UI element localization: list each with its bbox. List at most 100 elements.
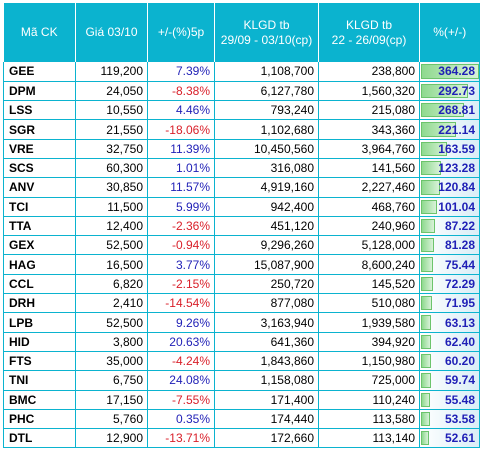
table-row: ANV 30,850 11.57% 4,919,160 2,227,460 120.84 bbox=[3, 177, 480, 198]
table-row: DTL 12,900 -13.71% 172,660 113,140 52.61 bbox=[3, 428, 480, 449]
change-cell: 1.01% bbox=[147, 157, 215, 178]
volume-current-cell: 15,087,900 bbox=[214, 254, 319, 275]
header-change: +/-(%)5p bbox=[147, 3, 215, 62]
change-cell: -4.24% bbox=[147, 350, 215, 371]
volume-current-cell: 174,440 bbox=[214, 408, 319, 429]
ticker-cell: DRH bbox=[3, 293, 76, 313]
ratio-cell: 55.48 bbox=[419, 389, 480, 410]
volume-current-cell: 451,120 bbox=[214, 215, 319, 236]
ratio-value: 120.84 bbox=[438, 180, 475, 195]
table-row: GEX 52,500 -0.94% 9,296,260 5,128,000 81.28 bbox=[3, 235, 480, 255]
volume-current-cell: 4,919,160 bbox=[214, 177, 319, 198]
change-cell: 20.63% bbox=[147, 331, 215, 352]
ticker-cell: ANV bbox=[3, 177, 76, 198]
table-row: SCS 60,300 1.01% 316,080 141,560 123.28 bbox=[3, 157, 480, 178]
ratio-bar bbox=[421, 373, 431, 388]
volume-previous-cell: 1,939,580 bbox=[318, 312, 420, 333]
change-cell: 5.99% bbox=[147, 196, 215, 217]
ratio-value: 81.28 bbox=[444, 238, 475, 253]
ratio-value: 59.74 bbox=[444, 373, 475, 388]
ratio-cell: 63.13 bbox=[419, 312, 480, 333]
table-row: FTS 35,000 -4.24% 1,843,860 1,150,980 60.20 bbox=[3, 350, 480, 371]
ratio-cell: 120.84 bbox=[419, 177, 480, 198]
ratio-background bbox=[420, 429, 479, 448]
ratio-cell: 292.73 bbox=[419, 80, 480, 101]
volume-current-cell: 172,660 bbox=[214, 428, 319, 449]
ratio-bar bbox=[421, 238, 434, 253]
volume-current-cell: 1,843,860 bbox=[214, 350, 319, 371]
ratio-value: 163.59 bbox=[438, 141, 475, 156]
ratio-cell: 52.61 bbox=[419, 428, 480, 449]
volume-previous-cell: 1,150,980 bbox=[318, 350, 420, 371]
ratio-background bbox=[420, 274, 479, 294]
volume-current-cell: 3,163,940 bbox=[214, 312, 319, 333]
ticker-cell: TTA bbox=[3, 215, 76, 236]
volume-current-cell: 10,450,560 bbox=[214, 138, 319, 159]
ratio-cell: 364.28 bbox=[419, 62, 480, 82]
ratio-value: 292.73 bbox=[438, 83, 475, 98]
ratio-value: 60.20 bbox=[444, 354, 475, 369]
change-cell: -8.38% bbox=[147, 80, 215, 101]
volume-previous-cell: 1,560,320 bbox=[318, 80, 420, 101]
ratio-bar bbox=[421, 315, 431, 330]
change-cell: 24.08% bbox=[147, 370, 215, 391]
volume-previous-cell: 510,080 bbox=[318, 293, 420, 313]
ratio-cell: 123.28 bbox=[419, 157, 480, 178]
volume-previous-cell: 5,128,000 bbox=[318, 235, 420, 255]
ratio-value: 53.58 bbox=[444, 411, 475, 426]
price-cell: 24,050 bbox=[75, 80, 148, 101]
ratio-background bbox=[420, 371, 479, 390]
ratio-cell: 72.29 bbox=[419, 273, 480, 294]
ratio-bar bbox=[421, 64, 479, 79]
price-cell: 52,500 bbox=[75, 235, 148, 255]
price-cell: 17,150 bbox=[75, 389, 148, 410]
volume-previous-cell: 8,600,240 bbox=[318, 254, 420, 275]
ratio-bar bbox=[421, 431, 429, 446]
table-row: DPM 24,050 -8.38% 6,127,780 1,560,320 292.73 bbox=[3, 80, 480, 101]
change-cell: 3.77% bbox=[147, 254, 215, 275]
price-cell: 30,850 bbox=[75, 177, 148, 198]
price-cell: 10,550 bbox=[75, 100, 148, 120]
volume-previous-cell: 3,964,760 bbox=[318, 138, 420, 159]
volume-previous-cell: 468,760 bbox=[318, 196, 420, 217]
volume-current-cell: 877,080 bbox=[214, 293, 319, 313]
ticker-cell: SGR bbox=[3, 119, 76, 140]
ticker-cell: LPB bbox=[3, 312, 76, 333]
ratio-value: 71.95 bbox=[444, 296, 475, 311]
header-volume-current: KLGD tb 29/09 - 03/10(cp) bbox=[214, 3, 319, 62]
volume-current-cell: 1,102,680 bbox=[214, 119, 319, 140]
header-volume-previous-line2: 22 - 26/09(cp) bbox=[331, 32, 407, 47]
table-row: TTA 12,400 -2.36% 451,120 240,960 87.22 bbox=[3, 215, 480, 236]
volume-previous-cell: 113,140 bbox=[318, 428, 420, 449]
ticker-cell: DTL bbox=[3, 428, 76, 449]
table-row: TNI 6,750 24.08% 1,158,080 725,000 59.74 bbox=[3, 370, 480, 391]
ratio-cell: 221.14 bbox=[419, 119, 480, 140]
ratio-bar bbox=[421, 141, 447, 156]
price-cell: 11,500 bbox=[75, 196, 148, 217]
ratio-bar bbox=[421, 353, 431, 369]
ticker-cell: BMC bbox=[3, 389, 76, 410]
ratio-value: 221.14 bbox=[438, 122, 475, 137]
change-cell: -7.55% bbox=[147, 389, 215, 410]
volume-previous-cell: 2,227,460 bbox=[318, 177, 420, 198]
price-cell: 2,410 bbox=[75, 293, 148, 313]
table-row: BMC 17,150 -7.55% 171,400 110,240 55.48 bbox=[3, 389, 480, 410]
change-cell: 7.39% bbox=[147, 62, 215, 82]
ratio-bar bbox=[421, 160, 441, 176]
table-row: VRE 32,750 11.39% 10,450,560 3,964,760 163.59 bbox=[3, 138, 480, 159]
header-volume-previous: KLGD tb 22 - 26/09(cp) bbox=[318, 3, 420, 62]
volume-previous-cell: 141,560 bbox=[318, 157, 420, 178]
header-change-label: +/-(%)5p bbox=[157, 25, 205, 39]
change-cell: 9.26% bbox=[147, 312, 215, 333]
ratio-bar bbox=[421, 218, 435, 234]
header-ticker-label: Mã CK bbox=[20, 25, 58, 39]
ratio-background bbox=[420, 351, 479, 371]
table-row: GEE 119,200 7.39% 1,108,700 238,800 364.28 bbox=[3, 62, 480, 82]
price-cell: 6,820 bbox=[75, 273, 148, 294]
change-cell: -18.06% bbox=[147, 119, 215, 140]
ticker-cell: GEE bbox=[3, 62, 76, 82]
price-cell: 16,500 bbox=[75, 254, 148, 275]
volume-previous-cell: 238,800 bbox=[318, 62, 420, 82]
volume-current-cell: 171,400 bbox=[214, 389, 319, 410]
price-cell: 6,750 bbox=[75, 370, 148, 391]
